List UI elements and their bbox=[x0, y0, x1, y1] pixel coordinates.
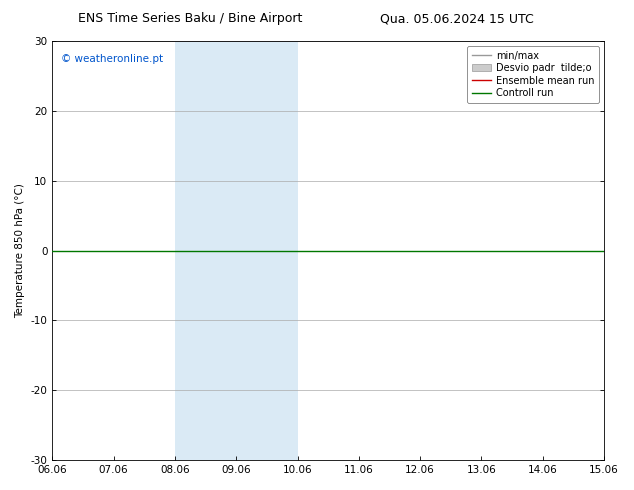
Text: Qua. 05.06.2024 15 UTC: Qua. 05.06.2024 15 UTC bbox=[380, 12, 533, 25]
Bar bbox=[604, 41, 634, 460]
Text: ENS Time Series Baku / Bine Airport: ENS Time Series Baku / Bine Airport bbox=[78, 12, 302, 25]
Legend: min/max, Desvio padr  tilde;o, Ensemble mean run, Controll run: min/max, Desvio padr tilde;o, Ensemble m… bbox=[467, 46, 599, 103]
Bar bbox=[175, 41, 297, 460]
Text: © weatheronline.pt: © weatheronline.pt bbox=[61, 53, 163, 64]
Y-axis label: Temperature 850 hPa (°C): Temperature 850 hPa (°C) bbox=[15, 183, 25, 318]
